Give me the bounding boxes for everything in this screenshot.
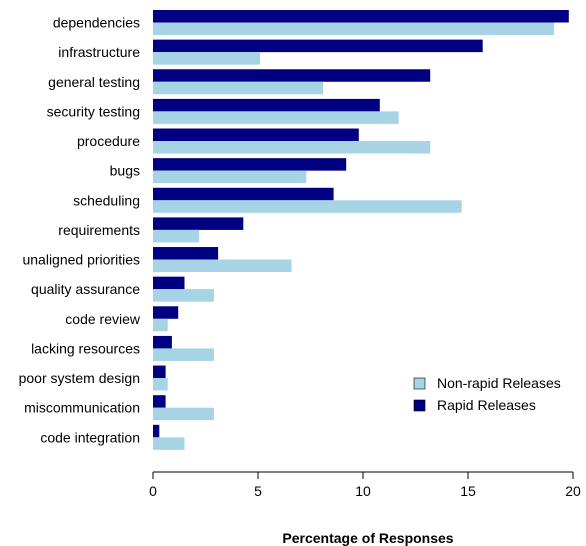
category-label: miscommunication [24, 400, 140, 416]
bar-nonrapid-10 [153, 318, 168, 332]
category-label: bugs [110, 163, 140, 179]
bar-rapid-9 [153, 276, 185, 290]
bar-rapid-2 [153, 69, 431, 82]
category-label: procedure [77, 133, 140, 149]
bar-nonrapid-6 [153, 200, 462, 213]
bar-nonrapid-13 [153, 407, 214, 421]
category-label: quality assurance [31, 281, 140, 297]
bar-nonrapid-14 [153, 437, 185, 450]
bar-rapid-12 [153, 365, 166, 379]
x-tick-label: 10 [355, 483, 371, 499]
bar-rapid-7 [153, 217, 244, 230]
category-label: code integration [40, 429, 140, 445]
legend-swatch [413, 399, 426, 412]
bar-rapid-4 [153, 128, 359, 142]
bar-nonrapid-2 [153, 81, 324, 95]
x-axis-label: Percentage of Responses [282, 530, 453, 546]
bar-nonrapid-0 [153, 22, 555, 35]
bar-nonrapid-5 [153, 170, 307, 184]
category-label: code review [65, 311, 141, 327]
category-label: general testing [48, 74, 140, 90]
bar-rapid-6 [153, 187, 334, 201]
bar-nonrapid-3 [153, 111, 399, 124]
category-label: infrastructure [58, 44, 140, 60]
legend-swatch [413, 377, 426, 390]
category-label: scheduling [73, 192, 140, 208]
x-tick-label: 20 [565, 483, 581, 499]
bar-rapid-1 [153, 39, 483, 53]
x-tick-label: 5 [254, 483, 262, 499]
x-ticks: 0 5 10 15 20 [149, 472, 581, 499]
bar-nonrapid-4 [153, 141, 431, 154]
bar-nonrapid-9 [153, 289, 214, 302]
legend: Non-rapid Releases Rapid Releases [413, 375, 561, 413]
bar-nonrapid-1 [153, 52, 261, 65]
bar-rapid-14 [153, 424, 160, 438]
category-label: security testing [47, 103, 140, 119]
category-label: dependencies [53, 15, 140, 31]
x-tick-label: 15 [460, 483, 476, 499]
category-labels: dependencies infrastructure general testin… [19, 15, 141, 446]
category-label: lacking resources [31, 340, 140, 356]
x-tick-label: 0 [149, 483, 157, 499]
category-label: unaligned priorities [22, 252, 140, 268]
x-axis: 0 5 10 15 20 [149, 471, 581, 499]
bar-rapid-13 [153, 395, 166, 408]
bar-rapid-3 [153, 98, 380, 112]
bar-rapid-11 [153, 335, 172, 349]
category-label: poor system design [19, 370, 140, 386]
bar-rapid-10 [153, 306, 179, 319]
bar-rapid-0 [153, 10, 569, 23]
legend-label: Rapid Releases [437, 397, 536, 413]
category-label: requirements [58, 222, 140, 238]
legend-label: Non-rapid Releases [437, 375, 561, 391]
bar-rapid-5 [153, 158, 347, 171]
bars-group [153, 10, 569, 450]
bar-nonrapid-11 [153, 348, 214, 361]
bar-rapid-8 [153, 247, 219, 260]
bar-nonrapid-7 [153, 229, 200, 243]
bar-nonrapid-8 [153, 259, 292, 273]
bar-nonrapid-12 [153, 378, 168, 391]
